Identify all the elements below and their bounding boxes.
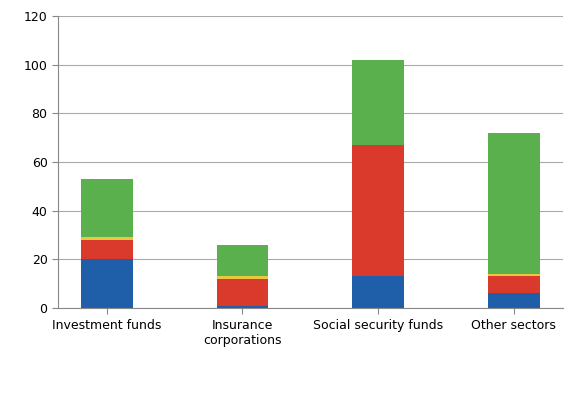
- Bar: [353, 276, 404, 308]
- Bar: [488, 276, 539, 293]
- Bar: [353, 60, 404, 145]
- Bar: [217, 306, 268, 308]
- Bar: [217, 276, 268, 279]
- Bar: [81, 260, 132, 308]
- Legend: Shares, Mutual fund shares, Money market instruments, Bonds: Shares, Mutual fund shares, Money market…: [82, 390, 538, 395]
- Bar: [217, 245, 268, 276]
- Bar: [81, 240, 132, 260]
- Bar: [488, 293, 539, 308]
- Bar: [353, 145, 404, 276]
- Bar: [488, 274, 539, 276]
- Bar: [217, 279, 268, 306]
- Bar: [81, 237, 132, 240]
- Bar: [488, 133, 539, 274]
- Bar: [81, 179, 132, 237]
